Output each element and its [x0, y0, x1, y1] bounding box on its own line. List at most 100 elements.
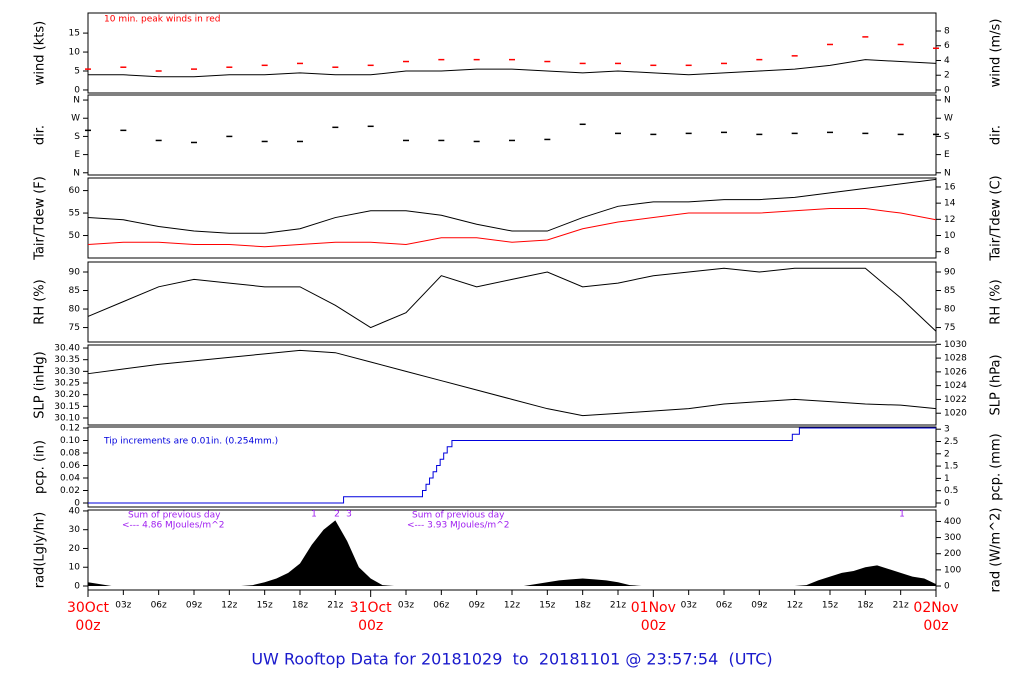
y2-tick-label: 0.5	[944, 486, 958, 496]
y2-tick-label: 4	[944, 56, 950, 66]
y-tick-label: 30.15	[54, 402, 80, 412]
y-tick-label: 30.20	[54, 390, 80, 400]
area	[88, 520, 936, 587]
x-day-label: 30Oct	[67, 600, 110, 616]
y-tick-label: 60	[69, 186, 81, 196]
annotation: <--- 3.93 MJoules/m^2	[407, 521, 509, 531]
x-tick-label: 21z	[610, 601, 626, 611]
x-tick-label: 21z	[327, 601, 343, 611]
y2-tick-label: 3	[944, 425, 950, 435]
y-tick-label: 0.08	[60, 449, 80, 459]
annotation: Tip increments are 0.01in. (0.254mm.)	[103, 437, 278, 447]
line	[87, 349, 937, 417]
y2-tick-label: 100	[944, 565, 961, 575]
y2-tick-label: 1030	[944, 340, 967, 350]
y2-tick-label: 0	[944, 581, 950, 591]
x-hour-label: 00z	[923, 618, 948, 634]
y2-tick-label: 2.5	[944, 437, 958, 447]
y-tick-label: 0.06	[60, 461, 80, 471]
y-tick-label: S	[74, 132, 80, 142]
y-tick-label: 90	[69, 268, 81, 278]
y-tick-label: 0	[74, 499, 80, 509]
y-tick-label: 0.12	[60, 424, 80, 434]
y2-axis-label: SLP (hPa)	[989, 354, 1004, 415]
y2-tick-label: 90	[944, 268, 956, 278]
step-line	[88, 427, 936, 504]
panel-frame	[87, 261, 937, 343]
y-tick-label: W	[71, 114, 80, 124]
y-tick-label: 10	[69, 563, 81, 573]
x-tick-label: 15z	[257, 601, 273, 611]
y2-tick-label: 2	[944, 71, 950, 81]
x-tick-label: 03z	[115, 601, 131, 611]
x-hour-label: 00z	[641, 618, 666, 634]
y2-tick-label: 1022	[944, 395, 967, 405]
x-tick-label: 21z	[893, 601, 909, 611]
annotation: 10 min. peak winds in red	[104, 15, 221, 25]
x-tick-label: 09z	[186, 601, 202, 611]
y2-tick-label: 1024	[944, 381, 967, 391]
y2-tick-label: 0	[944, 498, 950, 508]
panel-frame	[87, 177, 937, 259]
y2-tick-label: 16	[944, 182, 956, 192]
annotation: Sum of previous day	[412, 511, 505, 521]
annotation: 2	[334, 510, 340, 520]
y2-tick-label: 2	[944, 449, 950, 459]
y-tick-label: 10	[69, 48, 81, 58]
x-tick-label: 06z	[716, 601, 732, 611]
y2-axis-label: pcp. (mm)	[989, 433, 1004, 500]
annotation: <--- 4.86 MJoules/m^2	[122, 521, 224, 531]
y2-axis-label: wind (m/s)	[989, 19, 1004, 88]
y2-tick-label: 300	[944, 533, 961, 543]
x-tick-label: 06z	[433, 601, 449, 611]
y-tick-label: 30.35	[54, 355, 80, 365]
y-tick-label: 0	[74, 582, 80, 592]
y2-tick-label: 0	[944, 85, 950, 95]
y-tick-label: 30.40	[54, 344, 80, 354]
y2-tick-label: 8	[944, 26, 950, 36]
line	[87, 208, 937, 248]
y-tick-label: 20	[69, 544, 81, 554]
line	[88, 59, 937, 78]
y2-tick-label: 6	[944, 41, 950, 51]
y2-tick-label: 1	[944, 474, 950, 484]
line	[87, 267, 937, 332]
y2-tick-label: 8	[944, 247, 950, 257]
y-tick-label: 30.10	[54, 414, 80, 424]
x-tick-label: 18z	[292, 601, 308, 611]
y-tick-label: 50	[69, 231, 81, 241]
panel-frame	[87, 12, 937, 94]
annotation: Sum of previous day	[128, 511, 221, 521]
y-tick-label: 55	[69, 209, 80, 219]
annotation: 1	[899, 510, 905, 520]
y2-axis-label: RH (%)	[989, 279, 1004, 324]
x-tick-label: 18z	[857, 601, 873, 611]
y2-tick-label: 10	[944, 231, 956, 241]
y-axis-label: Tair/Tdew (F)	[33, 176, 48, 261]
y-axis-label: dir.	[33, 125, 48, 145]
y-tick-label: 15	[69, 29, 80, 39]
y-tick-label: 80	[69, 305, 81, 315]
y-tick-label: 30.25	[54, 379, 80, 389]
x-tick-label: 12z	[787, 601, 803, 611]
y2-tick-label: 14	[944, 199, 956, 209]
x-tick-label: 12z	[221, 601, 237, 611]
y-tick-label: 30	[69, 525, 81, 535]
x-tick-label: 12z	[504, 601, 520, 611]
y-tick-label: 75	[69, 323, 80, 333]
y2-tick-label: W	[944, 114, 953, 124]
line	[87, 178, 937, 234]
y-axis-label: SLP (inHg)	[33, 351, 48, 419]
y-tick-label: N	[73, 168, 80, 178]
y-axis-label: RH (%)	[33, 279, 48, 324]
panel-frame	[87, 426, 937, 508]
x-hour-label: 00z	[75, 618, 100, 634]
y2-tick-label: 1028	[944, 354, 967, 364]
annotation: 3	[346, 510, 352, 520]
y-tick-label: 0.02	[60, 486, 80, 496]
y2-axis-label: Tair/Tdew (C)	[989, 175, 1004, 261]
panel-frame	[87, 94, 937, 176]
y2-tick-label: 12	[944, 215, 955, 225]
x-tick-label: 03z	[681, 601, 697, 611]
y2-tick-label: 1.5	[944, 462, 958, 472]
